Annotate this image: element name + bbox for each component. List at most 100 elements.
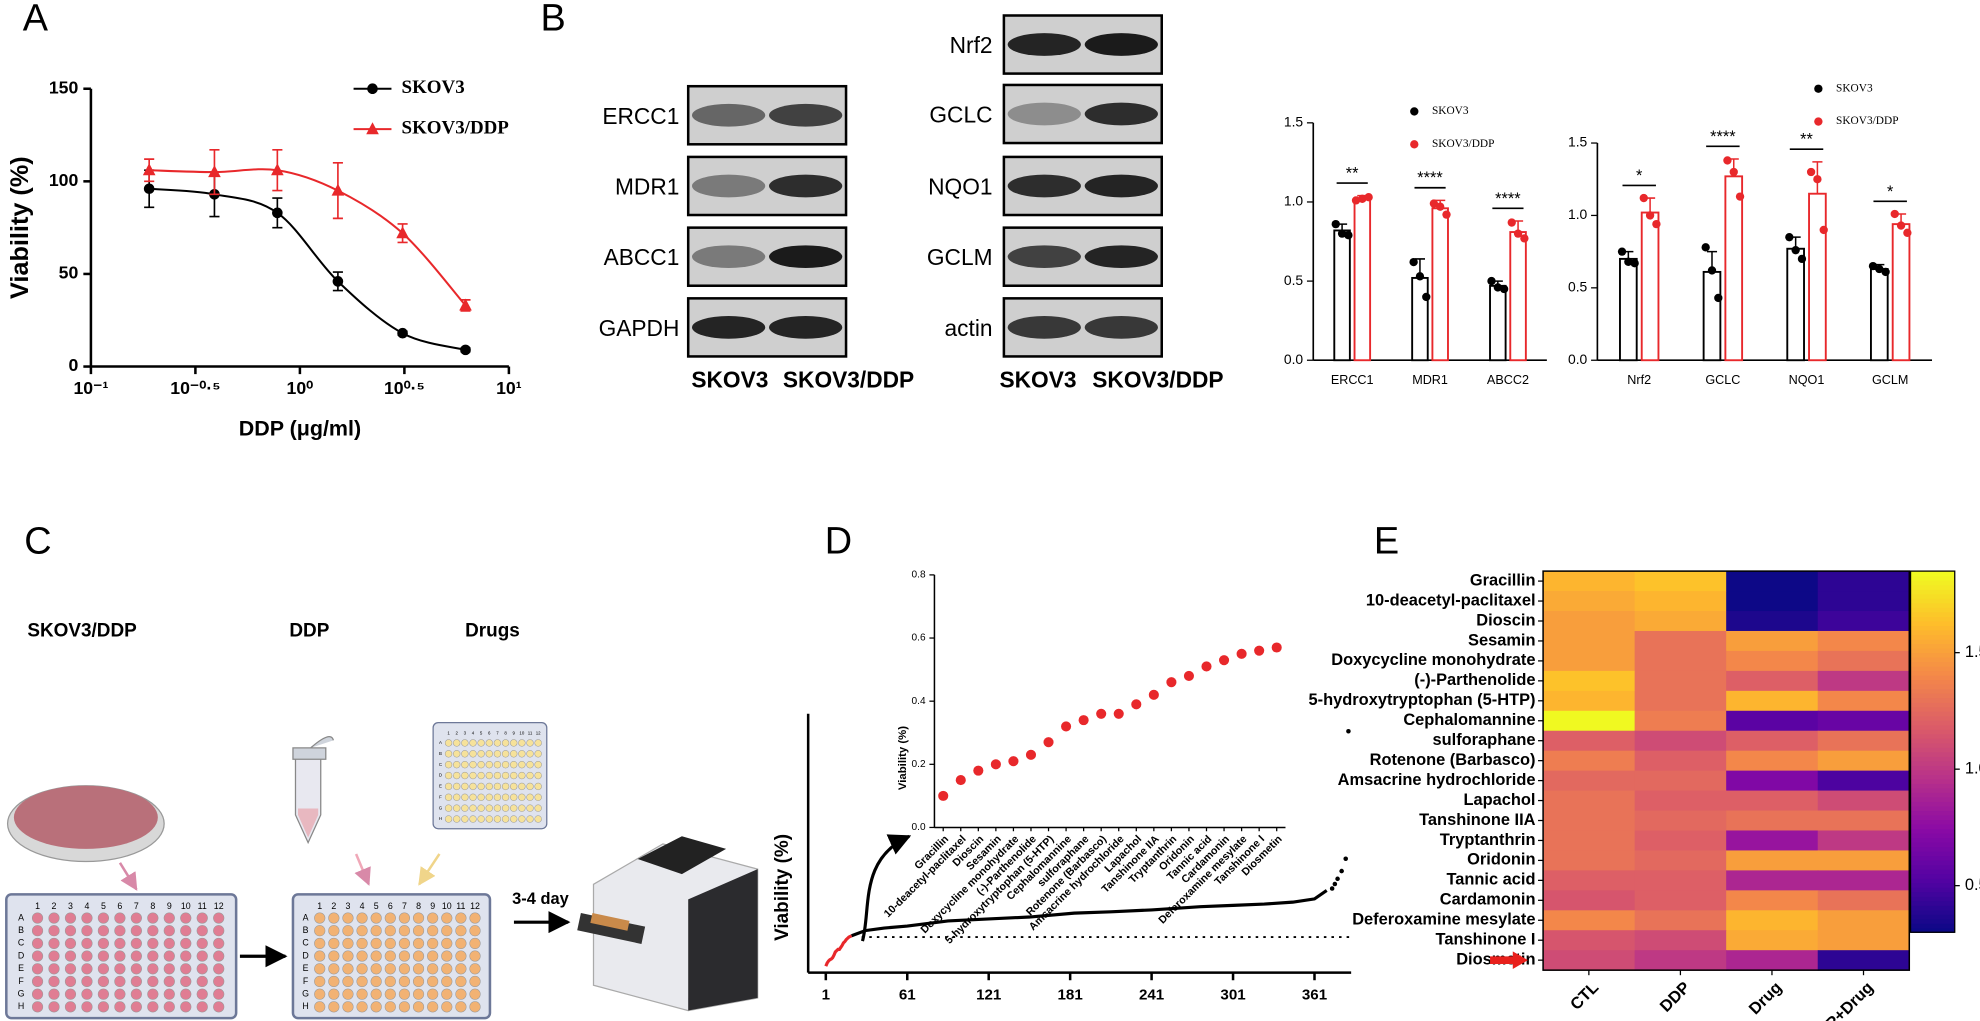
well: [455, 975, 467, 988]
data-point: [1358, 194, 1367, 203]
well: [180, 975, 192, 988]
significance-label: **: [1800, 131, 1813, 149]
data-point: [1219, 655, 1230, 666]
marker: [332, 276, 344, 287]
well: [97, 975, 109, 988]
blot-band: [1007, 316, 1081, 339]
x-tick-label: Nrf2: [1627, 373, 1651, 387]
row-label: Deferoxamine mesylate: [1352, 911, 1535, 929]
well: [147, 963, 159, 975]
blot-band: [1007, 245, 1081, 269]
heatmap-cell: [1543, 810, 1636, 832]
panel-label: E: [1374, 520, 1399, 562]
data-point: [1785, 232, 1794, 242]
x-tick-label: 181: [1058, 986, 1083, 1003]
legend-label: SKOV3/DDP: [1836, 115, 1899, 127]
plate-row: G: [18, 988, 25, 998]
x-tick-label: 61: [899, 986, 916, 1003]
heatmap-cell: [1634, 770, 1727, 792]
colorbar-step: [1910, 846, 1955, 852]
heatmap-cell: [1817, 750, 1910, 772]
colorbar-tick-label: 1.5: [1965, 643, 1980, 661]
plate-row: F: [18, 976, 24, 986]
data-point: [1507, 218, 1516, 227]
row-label: Sesamin: [1468, 631, 1535, 649]
well: [180, 950, 192, 962]
tube-liquid: [298, 808, 319, 838]
well: [455, 950, 467, 962]
well: [510, 750, 518, 758]
well: [501, 761, 510, 769]
well: [441, 912, 453, 924]
colorbar-frame: [1909, 570, 1956, 933]
plate-column: 11: [198, 901, 207, 911]
bar: [1489, 284, 1507, 362]
well: [477, 771, 485, 780]
heatmap-cell: [1726, 710, 1819, 732]
well: [518, 793, 526, 801]
data-point: [1493, 283, 1502, 292]
well: [412, 963, 425, 975]
well: [534, 815, 542, 823]
data-point: [1442, 210, 1451, 219]
heatmap-cell: [1817, 690, 1910, 712]
well: [384, 912, 396, 924]
well: [534, 804, 542, 812]
colorbar-step: [1910, 629, 1955, 635]
plate-row: A: [18, 912, 24, 922]
well: [412, 937, 425, 949]
data-point: [1520, 234, 1529, 243]
colorbar-step: [1910, 720, 1955, 726]
well: [510, 761, 518, 769]
plate-row: G: [302, 988, 309, 998]
y-axis-label: Viability (%): [772, 834, 793, 941]
plate-row: E: [439, 784, 442, 789]
plate-column: 3: [345, 901, 350, 911]
heatmap-cell: [1726, 770, 1819, 792]
plate-column: 5: [101, 901, 106, 911]
well: [493, 771, 502, 780]
well: [328, 912, 340, 924]
marker: [460, 344, 471, 356]
well: [97, 1001, 109, 1013]
colorbar-step: [1910, 860, 1955, 866]
well: [163, 950, 175, 962]
data-point: [955, 775, 966, 786]
inset-y-axis-label: Viability (%): [897, 726, 909, 790]
highlight-arrow: [1490, 951, 1528, 970]
colorbar-step: [1910, 747, 1955, 753]
well: [518, 750, 526, 758]
blot-band: [1007, 102, 1081, 126]
well: [461, 782, 469, 791]
data-point: [1903, 228, 1912, 237]
colorbar-step: [1910, 711, 1955, 717]
flow-arrow: [418, 853, 441, 886]
step-label: Drugs: [465, 621, 520, 642]
row-label: (-)-Parthenolide: [1414, 671, 1535, 689]
data-point: [1061, 721, 1072, 732]
well: [384, 1001, 396, 1013]
data-point: [1617, 247, 1627, 256]
well: [461, 771, 469, 780]
well: [455, 937, 467, 949]
well: [526, 750, 534, 758]
well: [147, 912, 159, 924]
data-point: [1343, 856, 1348, 862]
line: [149, 187, 466, 351]
heatmap-cell: [1634, 690, 1727, 712]
data-point: [1409, 257, 1418, 267]
well: [485, 761, 493, 769]
well: [398, 925, 411, 937]
heatmap-cell: [1817, 571, 1910, 592]
row-label: Tanshinone I: [1436, 931, 1536, 949]
colorbar-step: [1910, 814, 1955, 821]
blot-band: [1084, 316, 1158, 339]
x-tick-label: GCLC: [1705, 373, 1740, 387]
well: [469, 782, 477, 791]
well: [342, 937, 354, 949]
well: [163, 975, 175, 988]
well: [64, 912, 77, 924]
plate-row: H: [302, 1001, 308, 1011]
bar: [1509, 231, 1527, 362]
x-tick-label: 10⁰: [287, 378, 314, 398]
